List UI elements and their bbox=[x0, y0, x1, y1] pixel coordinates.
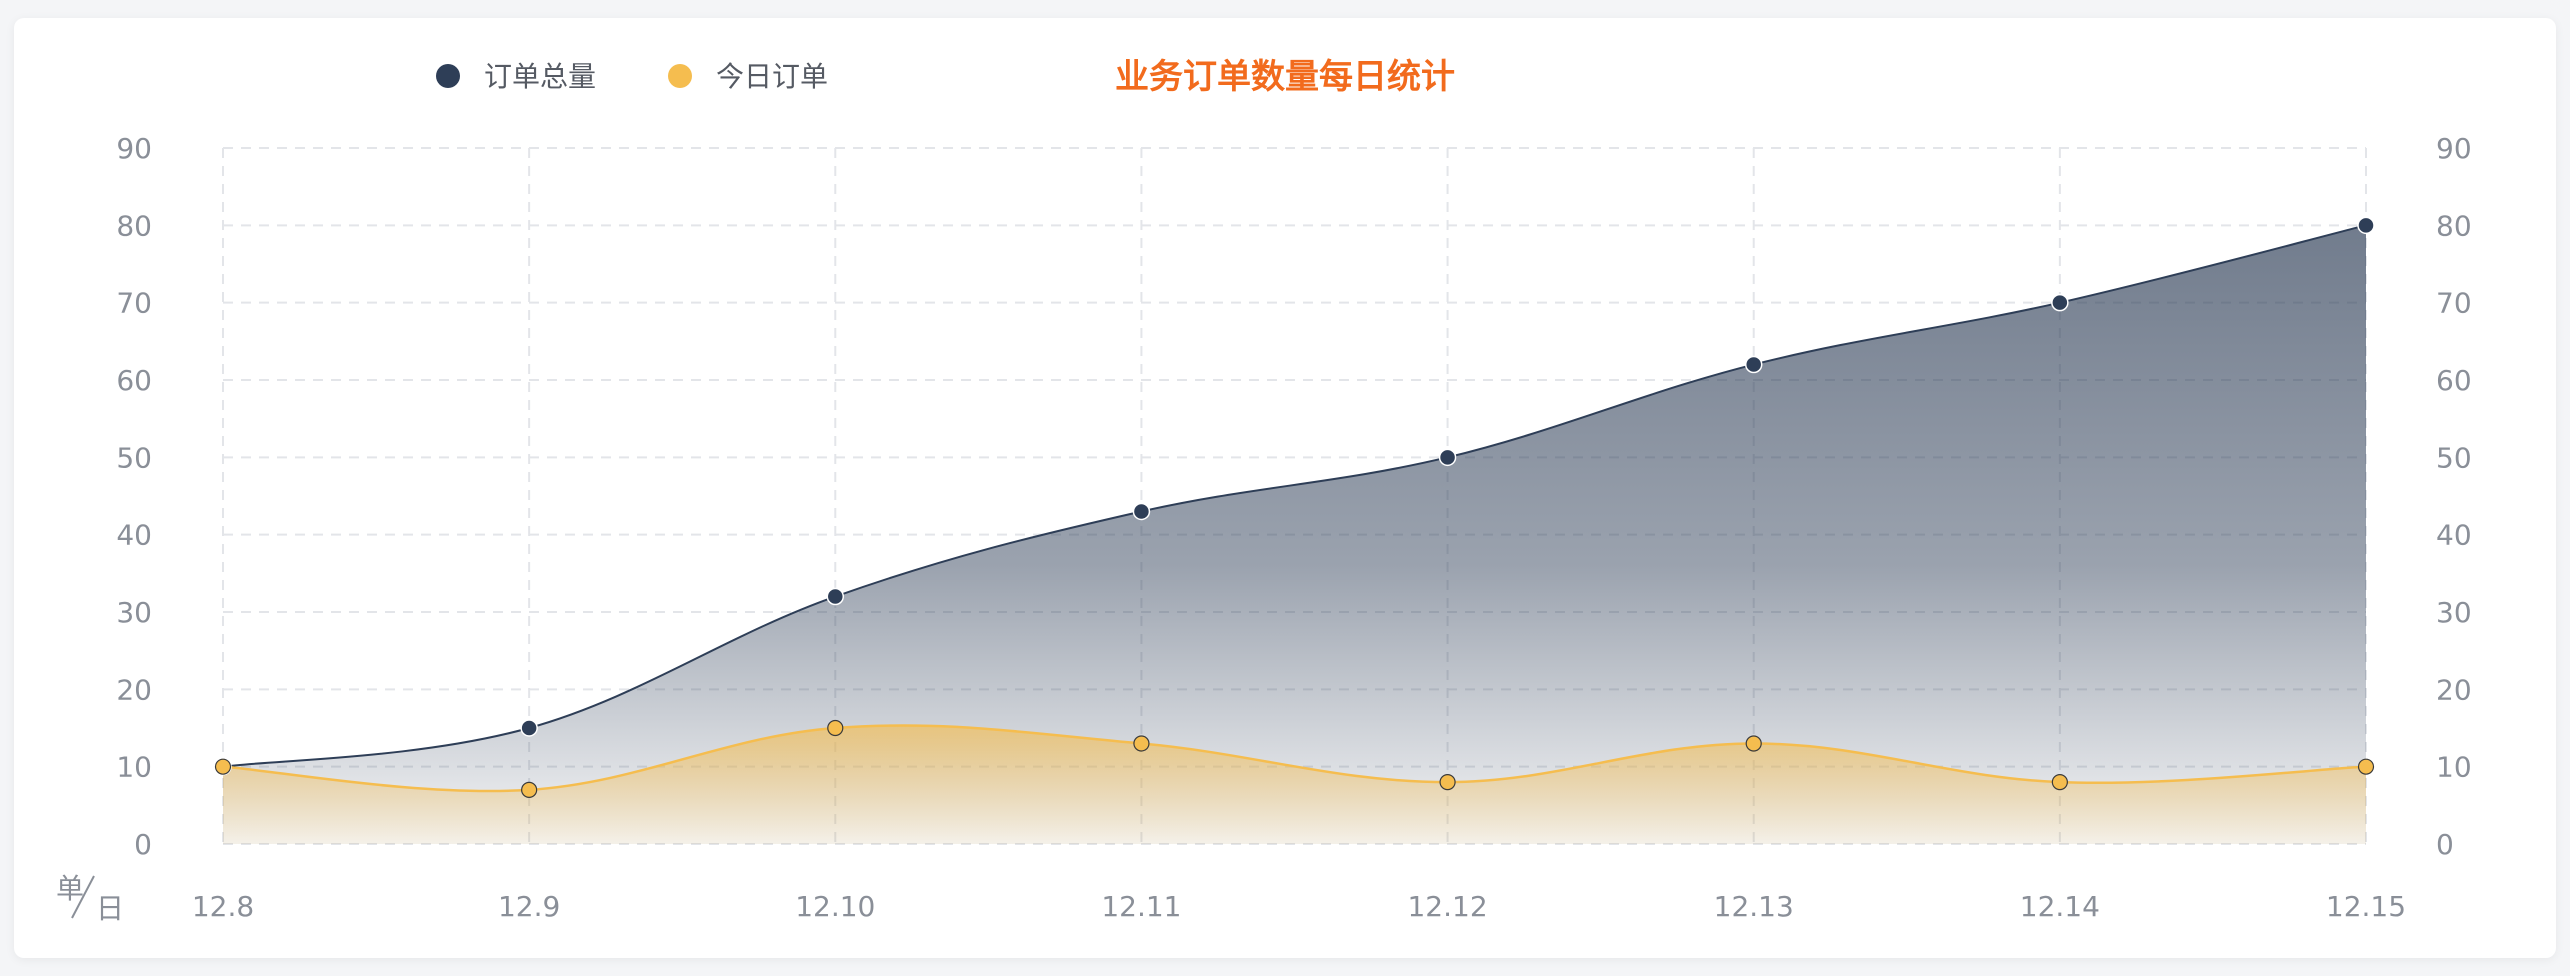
x-tick: 12.15 bbox=[2326, 890, 2406, 923]
point-total[interactable] bbox=[1746, 357, 1762, 373]
legend-item-total[interactable]: 订单总量 bbox=[436, 60, 596, 93]
x-axis-ticks: 12.8 12.9 12.10 12.11 12.12 12.13 12.14 12.15 bbox=[192, 890, 2406, 923]
y-tick-left: 0 bbox=[134, 828, 152, 861]
unit-top-label: 单 bbox=[56, 872, 84, 905]
y-tick-right: 50 bbox=[2436, 441, 2472, 474]
point-total[interactable] bbox=[1440, 449, 1456, 465]
y-tick-right: 20 bbox=[2436, 673, 2472, 706]
y-tick-right: 70 bbox=[2436, 287, 2472, 320]
y-tick-left: 40 bbox=[116, 519, 152, 552]
legend-label-total: 订单总量 bbox=[484, 60, 596, 93]
area-total bbox=[223, 225, 2366, 844]
x-tick: 12.14 bbox=[2020, 890, 2100, 923]
x-tick: 12.10 bbox=[795, 890, 875, 923]
point-today[interactable] bbox=[522, 782, 537, 797]
y-tick-left: 10 bbox=[116, 751, 152, 784]
point-total[interactable] bbox=[521, 720, 537, 736]
point-total[interactable] bbox=[827, 589, 843, 605]
point-total[interactable] bbox=[2052, 295, 2068, 311]
point-total[interactable] bbox=[1133, 503, 1149, 519]
y-tick-right: 30 bbox=[2436, 596, 2472, 629]
y-tick-left: 30 bbox=[116, 596, 152, 629]
legend-item-today[interactable]: 今日订单 bbox=[668, 60, 828, 93]
point-today[interactable] bbox=[2359, 759, 2374, 774]
y-tick-right: 60 bbox=[2436, 364, 2472, 397]
y-tick-left: 70 bbox=[116, 287, 152, 320]
legend[interactable]: 订单总量 今日订单 bbox=[436, 60, 828, 93]
point-today[interactable] bbox=[1440, 775, 1455, 790]
point-today[interactable] bbox=[2052, 775, 2067, 790]
y-tick-left: 80 bbox=[116, 209, 152, 242]
legend-label-today: 今日订单 bbox=[716, 60, 828, 93]
y-tick-right: 80 bbox=[2436, 209, 2472, 242]
y-axis-right-ticks: 0 10 20 30 40 50 60 70 80 90 bbox=[2436, 132, 2472, 861]
legend-dot-total bbox=[436, 64, 460, 88]
unit-bottom-label: 日 bbox=[96, 892, 124, 925]
point-today[interactable] bbox=[1746, 736, 1761, 751]
series-areas bbox=[223, 225, 2366, 844]
point-today[interactable] bbox=[828, 721, 843, 736]
y-axis-left-ticks: 0 10 20 30 40 50 60 70 80 90 bbox=[116, 132, 152, 861]
y-tick-right: 40 bbox=[2436, 519, 2472, 552]
chart-title: 业务订单数量每日统计 bbox=[1115, 57, 1455, 97]
y-tick-right: 10 bbox=[2436, 751, 2472, 784]
y-tick-left: 60 bbox=[116, 364, 152, 397]
x-tick: 12.9 bbox=[498, 890, 560, 923]
y-tick-left: 50 bbox=[116, 441, 152, 474]
x-tick: 12.12 bbox=[1407, 890, 1487, 923]
legend-dot-today bbox=[668, 64, 692, 88]
y-tick-right: 90 bbox=[2436, 132, 2472, 165]
x-tick: 12.13 bbox=[1714, 890, 1794, 923]
point-total[interactable] bbox=[2358, 217, 2374, 233]
point-today[interactable] bbox=[216, 759, 231, 774]
axis-unit-label: 单 日 bbox=[56, 872, 124, 925]
y-tick-left: 20 bbox=[116, 673, 152, 706]
point-today[interactable] bbox=[1134, 736, 1149, 751]
x-tick: 12.11 bbox=[1101, 890, 1181, 923]
x-tick: 12.8 bbox=[192, 890, 254, 923]
y-tick-left: 90 bbox=[116, 132, 152, 165]
y-tick-right: 0 bbox=[2436, 828, 2454, 861]
